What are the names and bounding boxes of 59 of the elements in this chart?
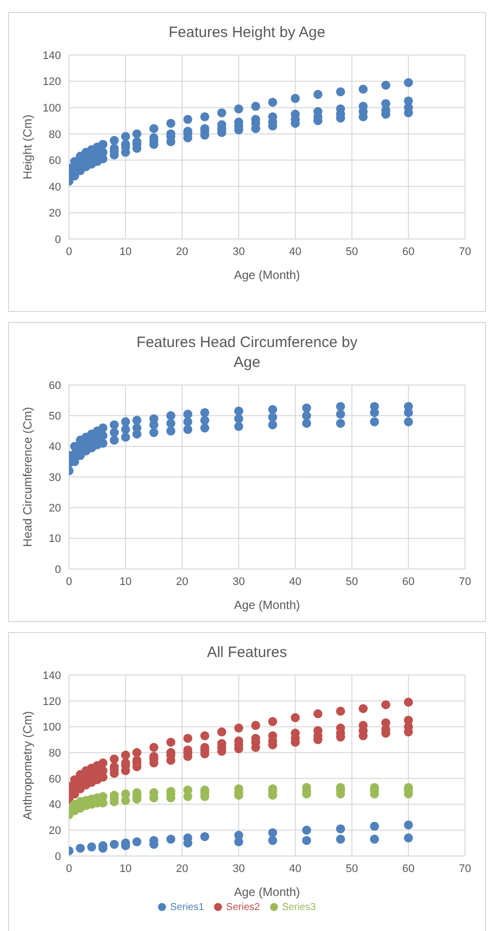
x-tick-label: 50 — [346, 246, 358, 258]
y-tick-label: 60 — [48, 155, 61, 168]
x-axis-title: Age (Month) — [234, 885, 300, 899]
y-tick-label: 100 — [42, 102, 61, 114]
y-tick-label: 30 — [48, 472, 61, 484]
x-tick-label: 30 — [232, 576, 245, 588]
y-axis-title: Height (Cm) — [20, 114, 34, 180]
y-tick-label: 20 — [48, 825, 61, 838]
x-tick-label: 0 — [66, 862, 72, 875]
chart-title: All Features — [206, 643, 288, 663]
y-tick-label: 0 — [54, 234, 61, 246]
x-tick-label: 20 — [176, 576, 188, 588]
y-tick-label: 0 — [54, 564, 61, 576]
legend-label: Series3 — [282, 902, 316, 913]
x-tick-label: 70 — [458, 576, 472, 588]
x-tick-label: 70 — [458, 246, 472, 258]
y-tick-label: 0 — [54, 850, 61, 863]
x-tick-label: 20 — [176, 862, 188, 875]
legend-label: Series1 — [170, 902, 204, 913]
y-tick-label: 40 — [48, 441, 61, 454]
y-tick-label: 60 — [48, 773, 61, 786]
y-tick-label: 20 — [48, 208, 61, 220]
y-tick-label: 80 — [48, 747, 61, 760]
x-tick-label: 20 — [176, 246, 188, 258]
x-tick-label: 10 — [119, 862, 132, 875]
y-tick-label: 140 — [42, 50, 61, 62]
y-tick-label: 140 — [42, 670, 61, 682]
x-axis-title: Age (Month) — [234, 268, 300, 282]
y-tick-label: 80 — [48, 128, 61, 141]
chart-title: Features Height by Age — [168, 23, 326, 43]
y-tick-label: 10 — [48, 533, 61, 546]
x-tick-label: 60 — [402, 246, 415, 258]
y-tick-label: 40 — [48, 181, 61, 194]
x-tick-label: 10 — [119, 576, 132, 588]
chart-title: Features Head Circumference by Age — [136, 333, 358, 373]
x-tick-label: 40 — [289, 246, 302, 258]
x-tick-label: 30 — [232, 862, 245, 875]
y-tick-label: 20 — [48, 502, 61, 515]
x-tick-label: 50 — [346, 862, 358, 875]
x-tick-label: 50 — [346, 576, 358, 588]
y-tick-label: 40 — [48, 799, 61, 812]
y-tick-label: 100 — [42, 722, 61, 734]
y-tick-label: 120 — [42, 696, 61, 708]
y-axis-title: Anthropometry (Cm) — [20, 711, 34, 820]
y-tick-label: 50 — [48, 410, 61, 423]
x-tick-label: 0 — [66, 576, 72, 588]
x-tick-label: 70 — [458, 862, 472, 875]
y-tick-label: 120 — [42, 76, 61, 88]
x-tick-label: 60 — [402, 862, 415, 875]
x-tick-label: 60 — [402, 576, 415, 588]
x-tick-label: 0 — [66, 246, 72, 258]
y-tick-label: 60 — [48, 380, 61, 392]
x-tick-label: 30 — [232, 246, 245, 258]
legend-label: Series2 — [226, 902, 260, 913]
x-tick-label: 40 — [289, 576, 302, 588]
x-axis-title: Age (Month) — [234, 598, 300, 612]
x-tick-label: 10 — [119, 246, 132, 258]
y-axis-title: Head Circumference (Cm) — [20, 406, 34, 548]
x-tick-label: 40 — [289, 862, 302, 875]
